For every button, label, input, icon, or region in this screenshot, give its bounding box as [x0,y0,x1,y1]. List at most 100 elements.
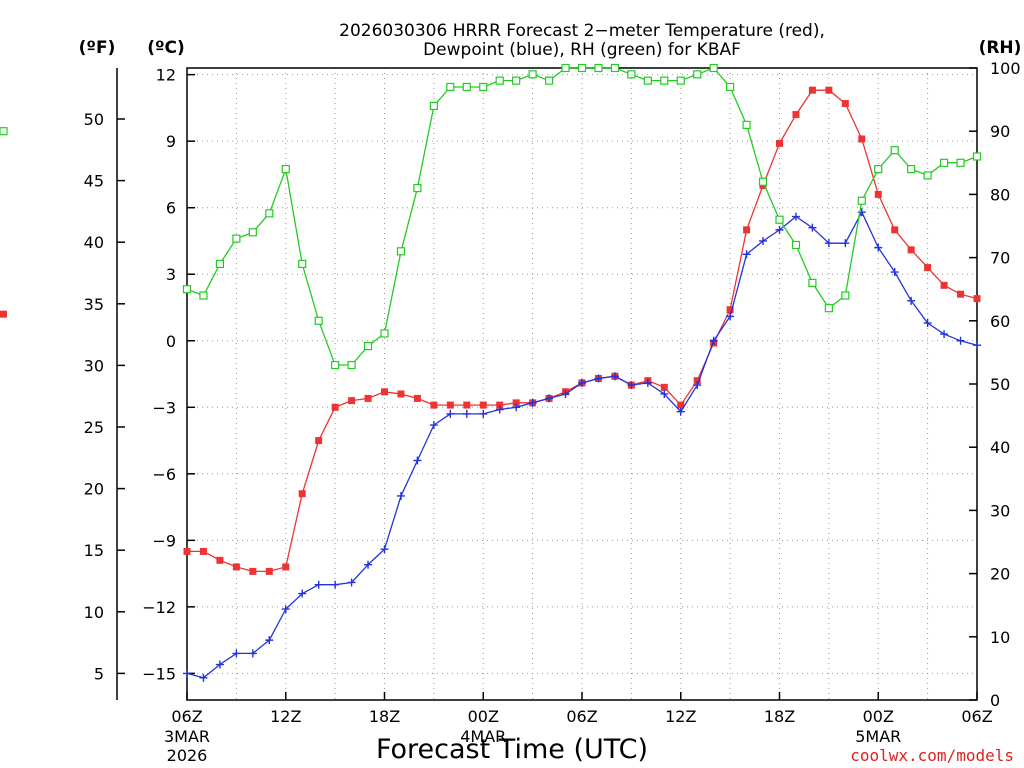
dewpoint-point [808,223,817,232]
temperature-point [726,306,734,314]
dewpoint-point [759,236,768,245]
rh-point [446,82,455,92]
dewpoint-point [528,398,537,407]
dewpoint-point [660,389,669,398]
rh-point [479,82,488,92]
rh-tick-label: 10 [990,628,1010,647]
x-tick-label: 00Z [468,707,499,726]
temperature-line [187,89,978,573]
dewpoint-point [446,409,455,418]
fahrenheit-tick-label: 25 [84,418,104,437]
fahrenheit-tick-label: 15 [84,541,104,560]
series-group [0,63,982,682]
temperature-point [199,547,207,555]
temperature-point [693,377,701,385]
rh-point [824,304,833,313]
celsius-tick-label: 3 [166,265,176,284]
rh-point [808,278,817,287]
dewpoint-point [676,407,685,416]
rh-point [232,234,241,243]
celsius-tick-label: 6 [166,199,176,218]
temperature-point [874,190,882,198]
rh-point [627,70,636,79]
temperature-point [907,246,915,254]
temperature-point [348,397,356,405]
temperature-point [924,264,932,272]
celsius-tick-label: 9 [166,132,176,151]
dewpoint-line [186,210,978,679]
dewpoint-point [709,336,718,345]
temperature-point [496,401,504,409]
celsius-tick-label: −6 [152,465,176,484]
temperature-point [430,401,438,409]
celsius-unit-label: (ºC) [147,38,185,58]
rh-point [972,152,982,161]
x-tick-label: 00Z [863,707,894,726]
dewpoint-point [874,243,883,252]
dewpoint-point [742,250,751,259]
temperature-point [331,403,339,411]
temperature-point [512,399,520,407]
x-tick-label: 12Z [665,707,696,726]
rh-point [791,240,801,250]
watermark: coolwx.com/models [850,746,1014,765]
dewpoint-point [824,239,833,248]
rh-point [594,63,603,73]
x-tick-label: 18Z [369,707,400,726]
temperature-point [792,111,800,119]
rh-point [956,158,965,167]
rh-point [314,316,323,325]
rh-point [907,165,916,174]
temperature-point [858,135,866,143]
x-tick-sublabel: 4MAR [460,727,506,746]
rh-line [186,67,978,366]
rh-point [693,70,702,79]
fahrenheit-tick-label: 35 [84,295,104,314]
dewpoint-point [298,589,307,598]
rh-point [331,360,340,370]
rh-point [265,209,274,218]
dewpoint-point [578,378,586,387]
celsius-tick-label: 0 [166,332,176,351]
dewpoint-point [594,374,603,383]
rh-point [874,165,883,174]
temperature-point [298,490,306,498]
fahrenheit-tick-label: 45 [84,172,104,191]
temperature-point [957,290,965,298]
dewpoint-point [479,409,488,418]
rh-point [396,247,406,256]
rh-point [215,259,225,269]
rh-point [857,196,866,205]
dewpoint-point [495,405,504,414]
temperature-point [841,99,849,107]
dewpoint-point [643,378,652,387]
rh-point [413,183,422,193]
rh-tick-label: 20 [990,565,1010,584]
temperature-point [891,226,899,234]
temperature-point [825,86,833,94]
temperature-point [397,390,405,398]
temperature-point [183,547,191,555]
rh-tick-label: 60 [990,312,1010,331]
rh-point [544,76,554,85]
dewpoint-point [775,225,784,234]
rh-point [182,285,192,294]
dewpoint-point [956,336,965,345]
fahrenheit-tick-label: 30 [84,356,104,375]
rh-point [890,146,899,155]
dewpoint-point [890,268,899,277]
temperature-point [808,86,816,94]
rh-tick-label: 80 [990,185,1010,204]
temperature-point [973,295,981,303]
dewpoint-point [380,545,389,554]
temperature-point [216,556,224,564]
rh-point [462,82,471,92]
temperature-point [249,567,257,575]
rh-tick-label: 90 [990,122,1010,141]
x-tick-label: 12Z [270,707,301,726]
rh-point [939,158,949,167]
rh-point [512,76,521,85]
fahrenheit-tick-label: 20 [84,480,104,499]
dewpoint-point [545,394,554,403]
